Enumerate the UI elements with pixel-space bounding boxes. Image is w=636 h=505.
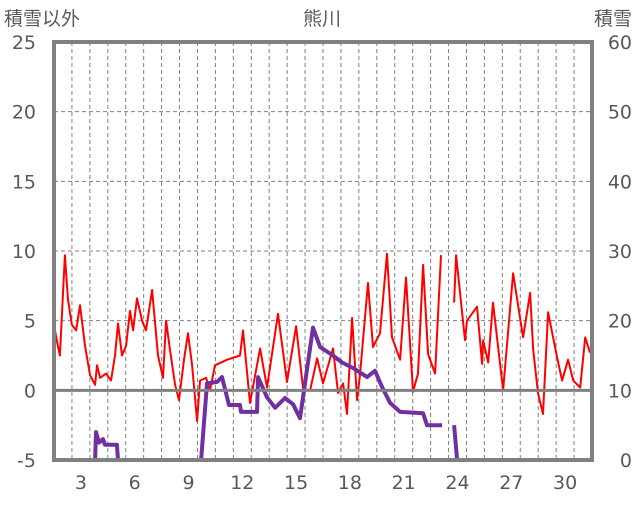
- left-axis-title: 積雪以外: [4, 8, 80, 30]
- x-tick-label: 18: [338, 472, 362, 494]
- x-tick-label: 30: [553, 472, 577, 494]
- x-tick-label: 24: [445, 472, 469, 494]
- left-tick-label: 0: [24, 380, 36, 402]
- left-tick-label: 15: [12, 171, 36, 193]
- right-tick-label: 60: [608, 32, 632, 54]
- x-tick-label: 27: [499, 472, 523, 494]
- x-tick-label: 9: [182, 472, 194, 494]
- left-tick-label: -5: [17, 450, 36, 472]
- gridlines: [54, 42, 592, 460]
- snow-depth-series-line: [452, 425, 592, 462]
- left-tick-label: 10: [12, 241, 36, 263]
- right-tick-label: 10: [608, 380, 632, 402]
- right-axis-title: 積雪: [594, 8, 632, 30]
- snow-depth-series-line: [54, 325, 443, 462]
- left-tick-label: 5: [24, 311, 36, 333]
- chart-title: 熊川: [303, 8, 341, 30]
- x-tick-label: 12: [230, 472, 254, 494]
- right-tick-label: 20: [608, 311, 632, 333]
- plot-frame: [52, 40, 594, 462]
- right-tick-label: 0: [620, 450, 632, 472]
- left-tick-label: 20: [12, 102, 36, 124]
- temperature-series-line: [53, 252, 442, 422]
- right-tick-label: 30: [608, 241, 632, 263]
- left-tick-label: 25: [12, 32, 36, 54]
- right-tick-label: 40: [608, 171, 632, 193]
- x-tick-label: 21: [392, 472, 416, 494]
- right-tick-label: 50: [608, 102, 632, 124]
- x-tick-label: 3: [75, 472, 87, 494]
- x-tick-label: 15: [284, 472, 308, 494]
- x-tick-label: 6: [129, 472, 141, 494]
- temperature-series-line: [453, 254, 591, 415]
- plot-border: [52, 40, 594, 462]
